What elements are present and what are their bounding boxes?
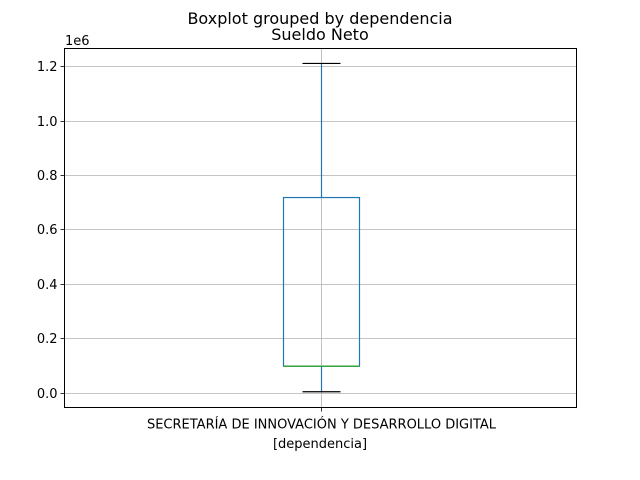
- chart-suptitle: Boxplot grouped by dependencia: [187, 9, 452, 28]
- y-offset-label: 1e6: [65, 34, 90, 49]
- y-gridlines: [64, 66, 577, 394]
- y-tick-label: 0.6: [37, 223, 58, 238]
- y-tick-label: 0.2: [37, 332, 58, 347]
- y-tick-label: 0.0: [37, 387, 58, 402]
- x-axis-ticks: SECRETARÍA DE INNOVACIÓN Y DESARROLLO DI…: [147, 407, 497, 433]
- y-axis-ticks: 0.0 0.2 0.4 0.6 0.8 1.0 1.2: [37, 60, 65, 402]
- y-tick-label: 1.0: [37, 115, 58, 130]
- axes-frame: [64, 48, 577, 408]
- y-tick-label: 0.8: [37, 169, 58, 184]
- x-tick-label: SECRETARÍA DE INNOVACIÓN Y DESARROLLO DI…: [147, 417, 497, 433]
- box-group: [282, 62, 361, 393]
- x-axis-label: [dependencia]: [273, 437, 367, 452]
- chart-title: Sueldo Neto: [271, 25, 369, 44]
- y-tick-label: 0.4: [37, 278, 58, 293]
- y-tick-label: 1.2: [37, 60, 58, 75]
